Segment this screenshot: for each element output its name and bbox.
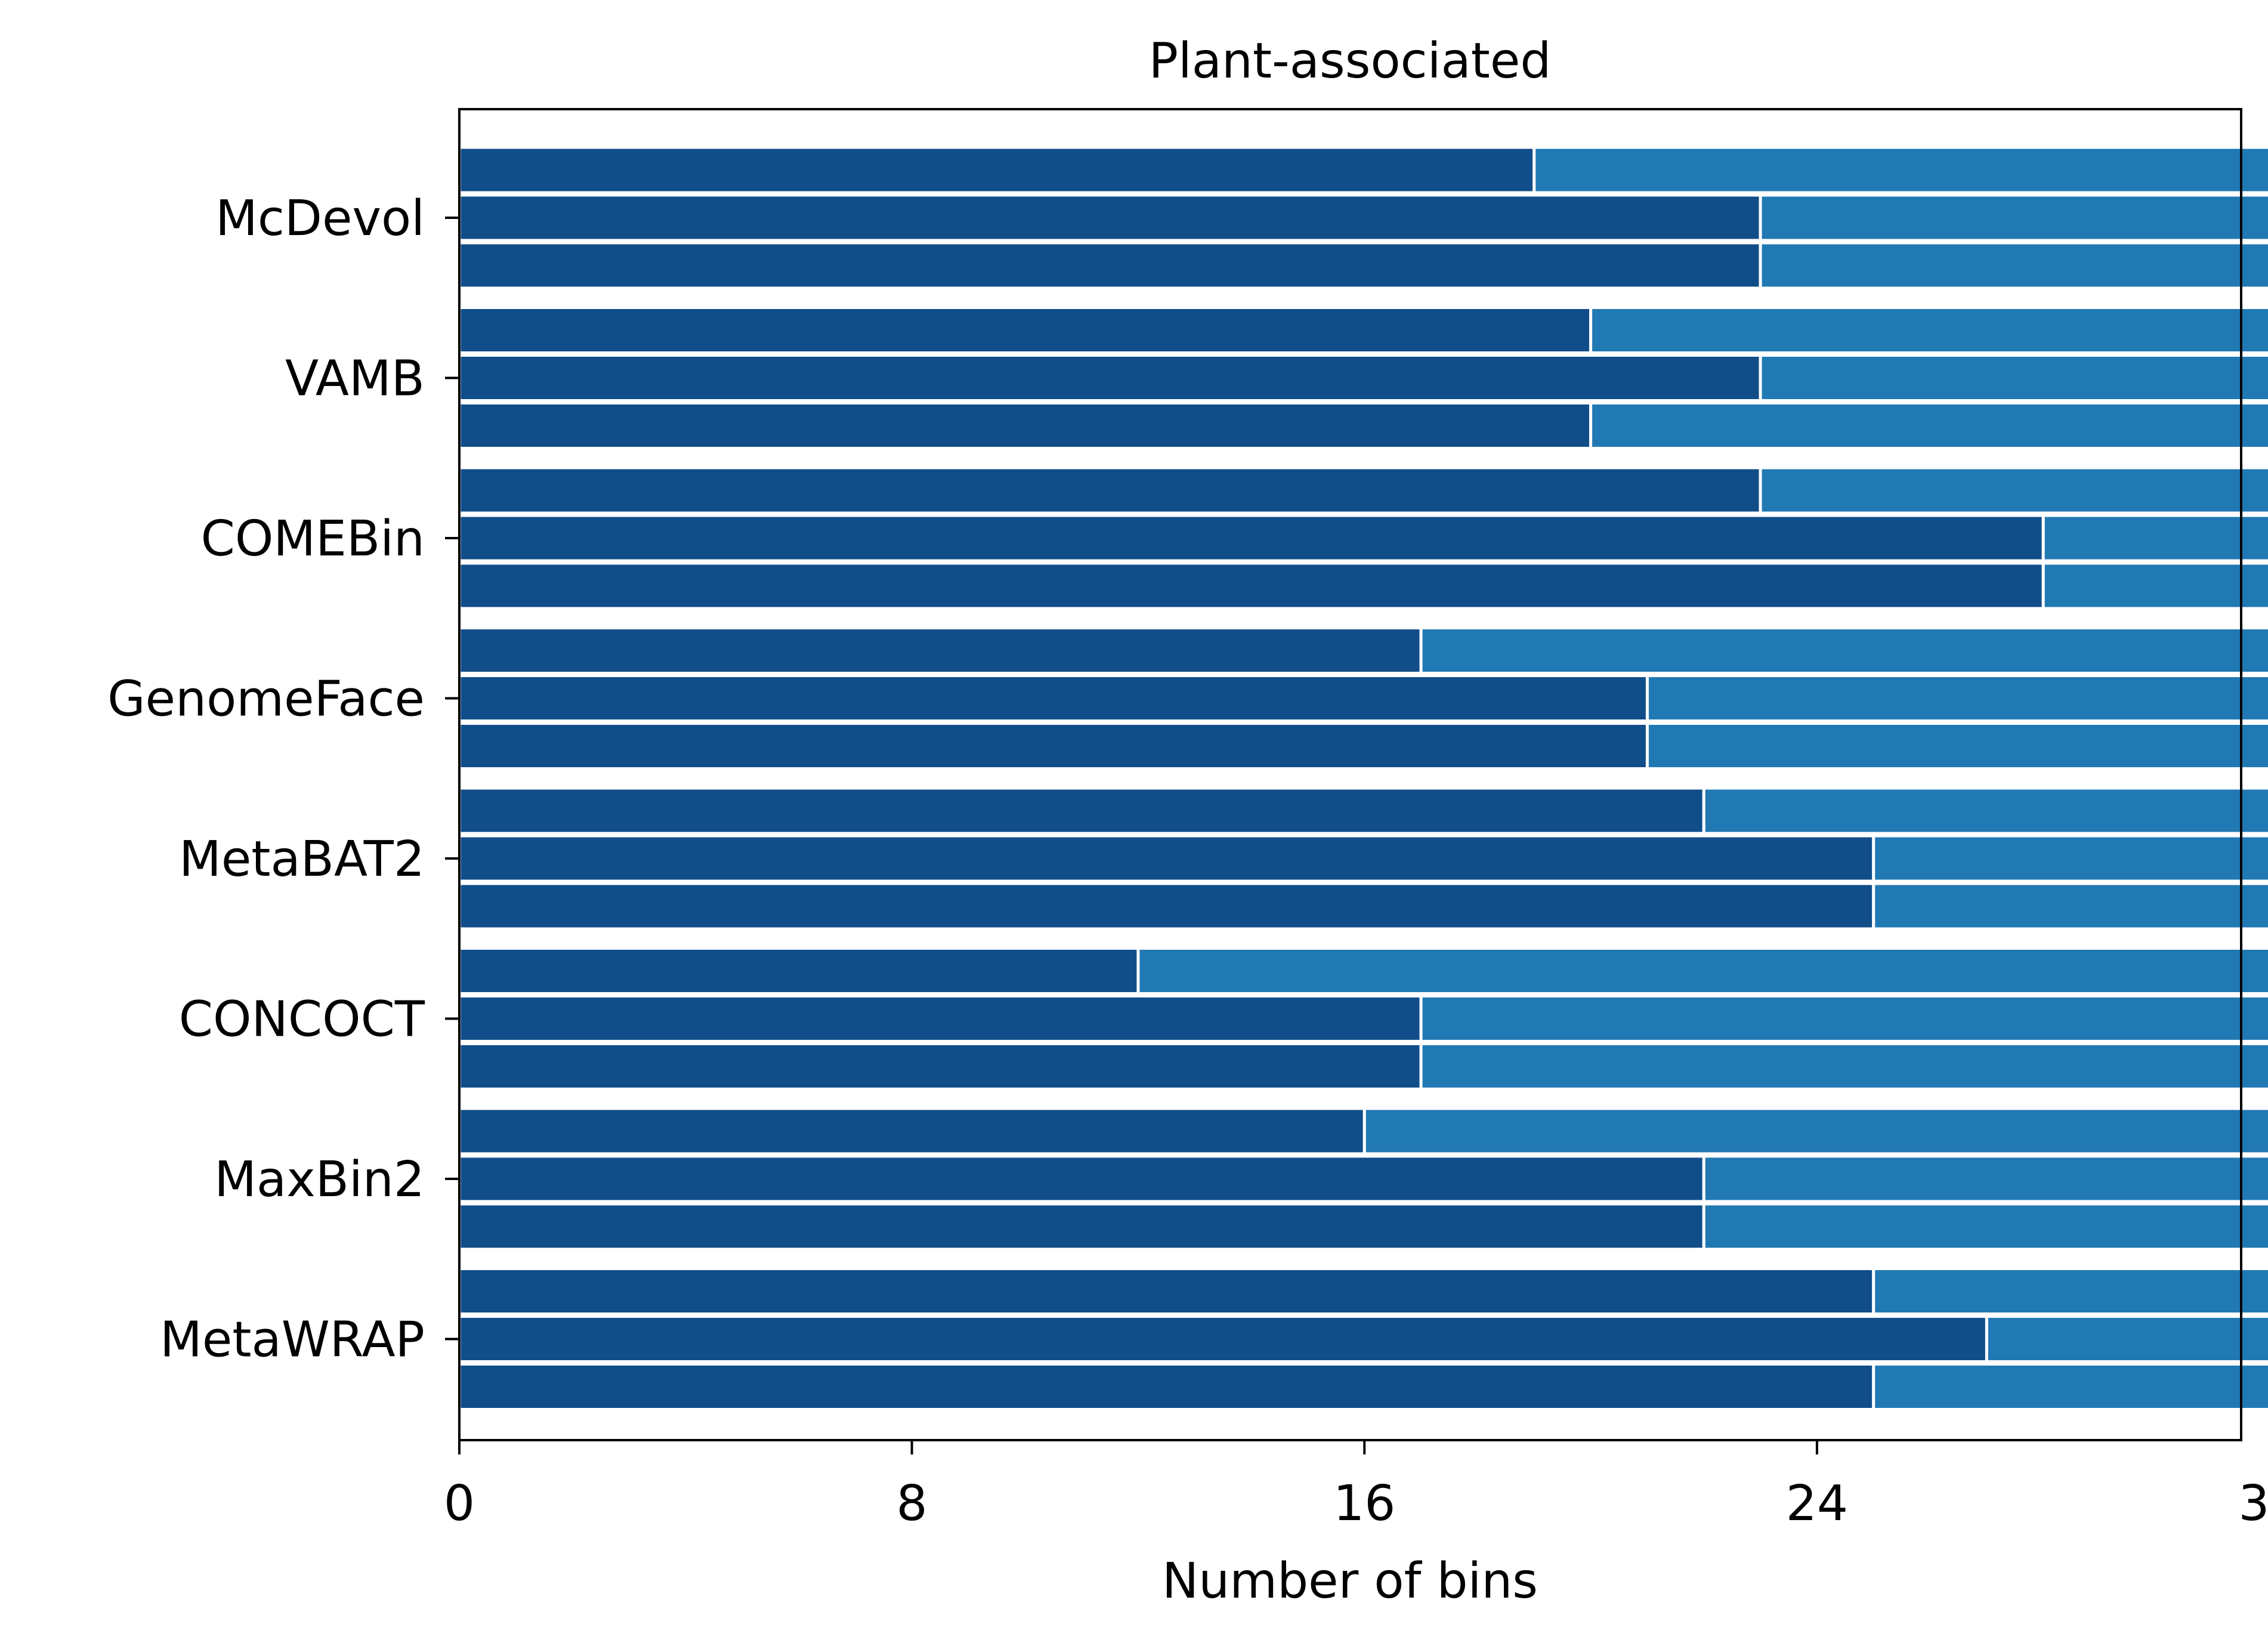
bar-maxbin2-3-segment-dark [458, 1202, 1705, 1251]
bar-concoct-2-segment-mid [1419, 994, 2268, 1043]
bar-maxbin2-2-segment-mid [1702, 1154, 2268, 1203]
bar-maxbin2-1-segment-mid [1362, 1107, 2268, 1156]
x-tick-label: 0 [444, 1475, 475, 1532]
bar-comebin-2-segment-dark [458, 514, 2045, 563]
y-tick-label-comebin: COMEBin [201, 511, 425, 567]
bar-mcdevol-3-segment-dark [458, 241, 1762, 290]
bar-concoct-1-segment-mid [1136, 947, 2268, 995]
bar-metabat2-1-segment-dark [458, 786, 1705, 835]
y-tick-label-genomeface: GenomeFace [107, 671, 425, 728]
bar-genomeface-3-segment-dark [458, 722, 1649, 770]
bar-mcdevol-1-segment-mid [1532, 146, 2268, 194]
bar-comebin-2-segment-mid [2041, 514, 2268, 563]
bar-comebin-1-segment-mid [1759, 466, 2268, 515]
bar-genomeface-2-segment-mid [1645, 674, 2268, 722]
y-tick-label-metabat2: MetaBAT2 [179, 831, 425, 888]
bar-vamb-1-segment-dark [458, 306, 1593, 354]
bar-genomeface-3-segment-mid [1645, 722, 2268, 770]
x-tick-label: 8 [897, 1475, 928, 1532]
bar-genomeface-1-segment-mid [1419, 626, 2268, 675]
y-tick-label-vamb: VAMB [285, 351, 425, 407]
bar-metawrap-1-segment-mid [1872, 1267, 2268, 1315]
x-tick-label: 32 [2238, 1475, 2268, 1532]
bar-genomeface-2-segment-dark [458, 674, 1649, 722]
bar-maxbin2-1-segment-dark [458, 1107, 1366, 1156]
bar-metawrap-3-segment-dark [458, 1363, 1875, 1411]
x-axis-label: Number of bins [1162, 1553, 1538, 1610]
bar-metabat2-3-segment-dark [458, 882, 1875, 931]
bar-concoct-1-segment-dark [458, 947, 1140, 995]
bar-mcdevol-1-segment-dark [458, 146, 1536, 194]
bar-genomeface-1-segment-dark [458, 626, 1423, 675]
bar-vamb-3-segment-mid [1589, 401, 2268, 450]
x-axis-ticks: 08162432404856 [444, 1440, 2268, 1532]
y-tick-label-mcdevol: McDevol [215, 190, 425, 247]
bar-maxbin2-3-segment-mid [1702, 1202, 2268, 1251]
bar-mcdevol-3-segment-mid [1759, 241, 2268, 290]
plot-frame [458, 108, 2242, 1441]
bar-vamb-2-segment-dark [458, 354, 1762, 402]
bar-vamb-1-segment-mid [1589, 306, 2268, 354]
bar-mcdevol-2-segment-dark [458, 193, 1762, 242]
bar-metawrap-1-segment-dark [458, 1267, 1875, 1315]
bar-concoct-3-segment-mid [1419, 1042, 2268, 1091]
bar-metabat2-1-segment-mid [1702, 786, 2268, 835]
bar-comebin-3-segment-mid [2041, 561, 2268, 610]
bar-mcdevol-2-segment-mid [1759, 193, 2268, 242]
bar-metabat2-2-segment-dark [458, 834, 1875, 883]
bar-metabat2-2-segment-mid [1872, 834, 2268, 883]
bar-comebin-3-segment-dark [458, 561, 2045, 610]
bar-metabat2-3-segment-mid [1872, 882, 2268, 931]
y-tick-label-metawrap: MetaWRAP [160, 1312, 425, 1369]
y-axis-ticks: McDevol VAMB COMEBin GenomeFace MetaBAT2 CONC… [107, 190, 459, 1369]
x-tick-label: 24 [1786, 1475, 1848, 1532]
bar-concoct-2-segment-dark [458, 994, 1423, 1043]
x-tick-label: 16 [1333, 1475, 1395, 1532]
bars-layer [458, 146, 2268, 1411]
chart-title: Plant-associated [1149, 33, 1552, 89]
bar-maxbin2-2-segment-dark [458, 1154, 1705, 1203]
bar-concoct-3-segment-dark [458, 1042, 1423, 1091]
y-tick-label-concoct: CONCOCT [179, 992, 425, 1048]
bar-metawrap-3-segment-mid [1872, 1363, 2268, 1411]
bar-vamb-2-segment-mid [1759, 354, 2268, 402]
bar-metawrap-2-segment-mid [1985, 1315, 2268, 1363]
bar-comebin-1-segment-dark [458, 466, 1762, 515]
y-tick-label-maxbin2: MaxBin2 [214, 1151, 425, 1208]
bar-vamb-3-segment-dark [458, 401, 1593, 450]
bar-metawrap-2-segment-dark [458, 1315, 1988, 1363]
